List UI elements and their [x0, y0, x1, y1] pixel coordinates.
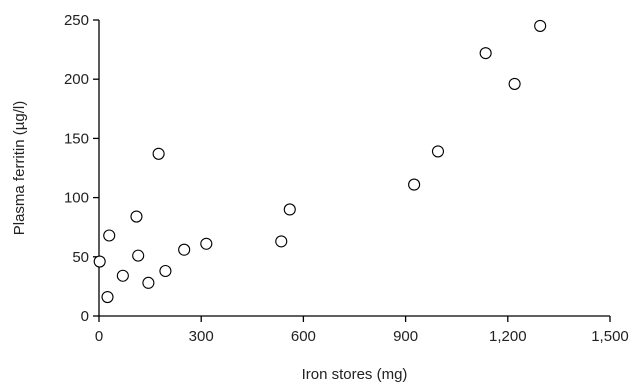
y-ticks: 0 50 100 150 200 250 [64, 12, 99, 325]
x-tick-label: 300 [189, 328, 214, 345]
x-ticks: 0 300 600 900 1,200 1,500 [95, 316, 629, 345]
x-tick-label: 600 [291, 328, 316, 345]
data-point [132, 249, 145, 262]
x-tick-label: 1,500 [591, 328, 629, 345]
data-point [101, 291, 114, 304]
y-tick-label: 100 [64, 190, 89, 207]
data-point [479, 47, 492, 60]
data-points [93, 19, 547, 304]
data-point [152, 147, 165, 160]
data-point [431, 145, 445, 158]
data-point [200, 237, 213, 250]
x-axis-title: Iron stores (mg) [302, 366, 408, 383]
data-point [275, 235, 288, 248]
y-tick-label: 150 [64, 130, 89, 147]
data-point [130, 210, 143, 223]
data-point [93, 255, 106, 268]
data-point [508, 77, 521, 90]
x-tick-label: 900 [393, 328, 418, 345]
data-point [159, 264, 172, 278]
axes [98, 20, 610, 317]
data-point [408, 178, 421, 191]
data-point [103, 229, 116, 242]
y-tick-label: 200 [64, 71, 89, 88]
data-point [178, 243, 191, 256]
x-tick-label: 0 [95, 328, 103, 345]
y-tick-label: 50 [72, 249, 89, 266]
data-point [116, 269, 129, 282]
data-point [283, 203, 296, 216]
y-axis-title: Plasma ferritin (µg/l) [11, 101, 28, 236]
x-tick-label: 1,200 [489, 328, 527, 345]
data-point [142, 276, 155, 289]
y-tick-label: 250 [64, 12, 89, 29]
y-tick-label: 0 [81, 308, 89, 325]
data-point [534, 19, 547, 32]
